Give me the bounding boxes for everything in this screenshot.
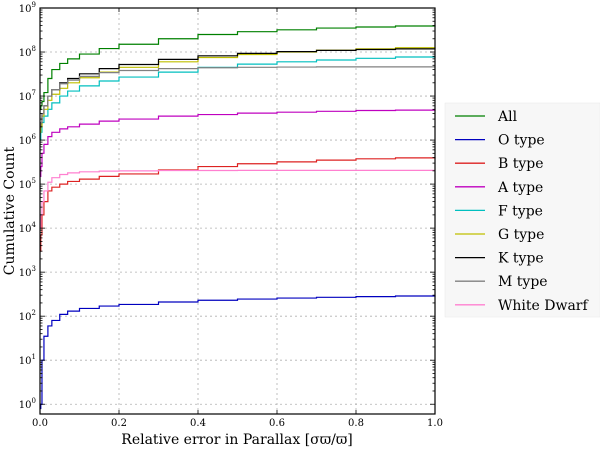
- x-axis-label: Relative error in Parallax [σϖ/ϖ]: [121, 432, 352, 448]
- series-g-type-line: [40, 47, 436, 133]
- x-tick-label: 1.0: [427, 418, 443, 429]
- y-tick-label: 106: [19, 133, 37, 147]
- series-white-dwarf-line: [40, 169, 435, 229]
- series-all-line: [40, 25, 436, 110]
- legend-label-m-type: M type: [498, 274, 548, 290]
- x-tick-label: 0.0: [32, 418, 48, 429]
- series-lines: [40, 25, 436, 410]
- series-m-type-line: [40, 66, 435, 128]
- legend-label-a-type: A type: [497, 180, 543, 196]
- y-tick-label: 103: [19, 265, 36, 279]
- y-tick-label: 102: [19, 309, 36, 323]
- x-tick-label: 0.2: [111, 418, 127, 429]
- x-tick-label: 0.8: [348, 418, 364, 429]
- y-tick-label: 108: [19, 45, 36, 59]
- tick-labels: 0.0 0.2 0.4 0.6 0.8 1.0 100 101 102 103 104 105 106 1…: [19, 1, 443, 429]
- legend-label-k-type: K type: [498, 251, 544, 267]
- y-tick-label: 105: [19, 177, 36, 191]
- legend-label-b-type: B type: [498, 156, 544, 172]
- legend-label-f-type: F type: [498, 203, 543, 219]
- y-tick-label: 109: [19, 1, 36, 15]
- x-tick-label: 0.6: [269, 418, 285, 429]
- y-axis-label: Cumulative Count: [2, 146, 18, 275]
- plot-frame: [39, 7, 436, 415]
- x-tick-label: 0.4: [190, 418, 206, 429]
- legend-label-all: All: [497, 109, 518, 125]
- legend-label-white-dwarf: White Dwarf: [498, 298, 589, 314]
- legend-label-o-type: O type: [498, 133, 545, 149]
- legend: All O type B type A type F type G type K type M…: [444, 102, 600, 318]
- series-o-type-line: [40, 295, 436, 410]
- y-tick-label: 107: [19, 89, 36, 103]
- legend-label-g-type: G type: [498, 227, 544, 243]
- axis-ticks: [39, 7, 436, 414]
- series-a-type-line: [40, 109, 436, 177]
- y-tick-label: 100: [19, 397, 36, 411]
- grid: [40, 8, 435, 414]
- y-tick-label: 101: [19, 353, 36, 367]
- y-tick-label: 104: [19, 221, 37, 235]
